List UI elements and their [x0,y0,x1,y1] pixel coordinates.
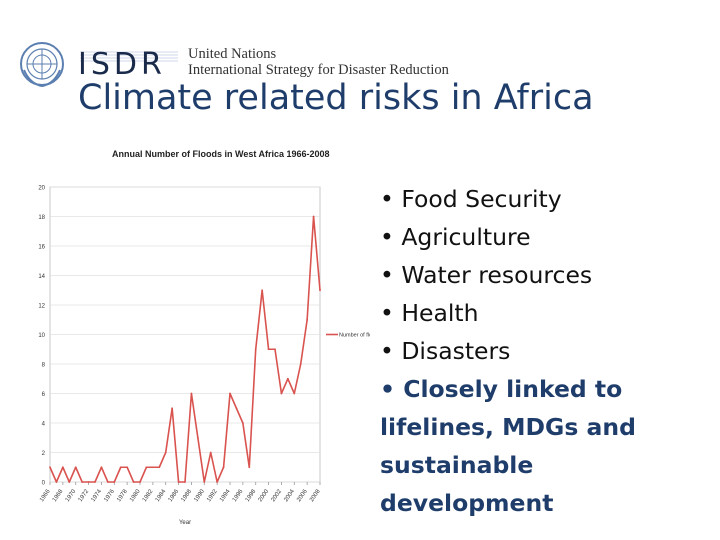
legend-label: Number of floods [339,333,370,339]
x-tick-label: 1992 [206,488,219,503]
data-point [293,392,296,395]
x-tick-label: 2000 [258,488,271,503]
data-point [261,289,264,292]
data-point [196,436,199,439]
y-tick-label: 2 [42,451,46,457]
x-tick-label: 1982 [142,488,155,503]
data-point [49,466,51,469]
data-point [74,466,77,469]
org-name: United Nations International Strategy fo… [188,46,449,78]
org-line-1: United Nations [188,46,277,62]
data-point [299,363,302,365]
data-point [139,481,141,483]
data-point [177,481,180,483]
bullet-water-resources: • Water resources [380,261,593,289]
x-tick-label: 1970 [65,488,78,503]
data-point [286,377,289,380]
data-point [106,481,109,483]
y-tick-label: 10 [38,333,45,339]
data-point [203,481,206,483]
data-point [190,392,193,395]
x-tick-label: 1996 [232,488,245,503]
data-point [94,481,96,483]
isdr-wave-decoration [80,50,178,64]
data-point [222,466,225,469]
x-tick-label: 1998 [245,488,258,503]
y-tick-label: 6 [42,392,46,398]
slide-title: Climate related risks in Africa [78,78,594,118]
data-point [216,481,219,483]
x-tick-label: 2006 [296,488,309,503]
data-point [209,451,212,454]
data-point [100,466,103,469]
data-point [132,481,135,483]
data-point [151,466,154,469]
bullet-food-security: • Food Security [380,185,562,213]
data-point [229,392,231,395]
data-point [274,348,276,351]
x-tick-label: 1966 [39,488,52,503]
data-point [319,289,321,292]
x-tick-label: 1974 [90,488,103,503]
data-point [61,466,64,469]
x-tick-label: 2002 [270,488,283,503]
data-point [158,466,161,469]
isdr-acronym: ISDR [78,47,166,82]
x-tick-label: 1978 [116,488,129,503]
y-tick-label: 18 [38,215,45,221]
x-tick-label: 1968 [52,488,65,503]
y-tick-label: 8 [42,363,46,369]
data-point [235,407,238,410]
y-tick-label: 20 [38,186,45,192]
data-point [113,481,116,483]
org-line-2: International Strategy for Disaster Redu… [188,62,449,78]
x-tick-label: 1972 [78,488,91,503]
x-tick-label: 1986 [168,488,181,503]
data-point [119,466,122,469]
x-axis-label: Year [179,520,191,526]
data-point [68,481,71,483]
x-tick-label: 1994 [219,488,232,503]
data-point [126,466,129,469]
data-point [171,407,174,410]
data-point [184,481,186,483]
y-tick-label: 16 [38,245,45,251]
y-tick-label: 0 [42,481,46,487]
bullet-health: • Health [380,299,479,327]
y-tick-label: 12 [38,304,45,310]
data-point [241,422,244,424]
data-point [145,466,148,469]
bullet-list: • Food Security • Agriculture • Water re… [380,180,710,522]
data-point [248,466,251,469]
data-point [87,481,90,483]
x-tick-label: 1990 [193,488,206,503]
x-tick-label: 1984 [155,488,168,503]
data-point [254,348,257,351]
data-point [306,318,309,321]
x-tick-label: 2004 [283,488,296,503]
x-tick-label: 1980 [129,488,142,503]
data-point [280,392,283,395]
data-point [55,481,58,483]
y-tick-label: 14 [38,274,45,280]
bullet-disasters: • Disasters [380,337,511,365]
data-point [267,348,270,351]
x-tick-label: 2008 [309,488,322,503]
bullet-closely-linked: • Closely linked to lifelines, MDGs and … [380,375,636,517]
data-point [164,451,167,454]
chart-title: Annual Number of Floods in West Africa 1… [112,149,330,159]
x-tick-label: 1988 [180,488,193,503]
data-point [312,215,315,218]
bullet-agriculture: • Agriculture [380,223,531,251]
x-tick-label: 1976 [103,488,116,503]
un-emblem-icon [20,42,64,88]
data-point [81,481,84,483]
y-tick-label: 4 [42,422,46,428]
